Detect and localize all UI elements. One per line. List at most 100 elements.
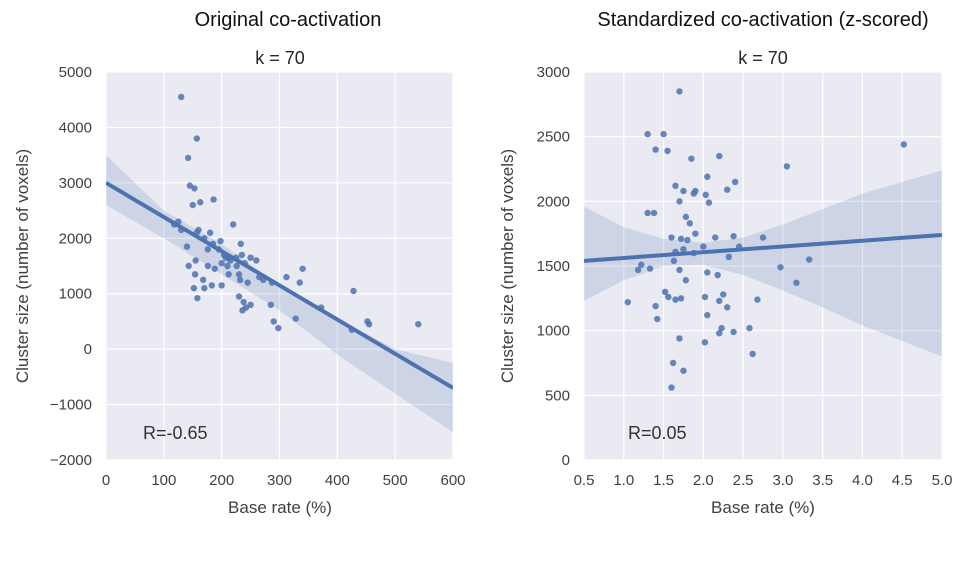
data-point (201, 284, 208, 292)
data-point (716, 152, 723, 160)
chart-right-y-tick-label: 0 (562, 452, 570, 469)
data-point (204, 246, 211, 253)
chart-left-x-tick-label: 300 (267, 472, 292, 489)
data-point (197, 199, 204, 206)
data-point (184, 154, 192, 162)
data-point (682, 277, 690, 284)
chart-right-y-tick-label: 1500 (537, 258, 570, 275)
data-point (805, 256, 813, 263)
data-point (716, 330, 723, 337)
data-point (660, 130, 667, 138)
chart-left-ylabel: Cluster size (number of voxels) (13, 149, 32, 383)
data-point (692, 187, 699, 195)
data-point (665, 293, 672, 301)
data-point (638, 261, 645, 268)
chart-left-x-tick-label: 100 (151, 472, 176, 489)
chart-left-suptitle: Original co-activation (195, 9, 382, 31)
data-point (714, 271, 721, 279)
data-point (210, 196, 217, 203)
chart-left-y-tick-label: −2000 (50, 452, 92, 469)
data-point (244, 279, 251, 286)
chart-left-x-tick-label: 400 (325, 472, 350, 489)
data-point (754, 296, 761, 303)
chart-left-x-tick-label: 0 (102, 472, 110, 489)
chart-right-ticks: 0.5 1.0 1.5 2.0 2.5 3.0 3.5 4.0 4.5 5.0 0 500 1000 15… (537, 64, 953, 489)
data-point (296, 279, 303, 286)
data-point (704, 311, 711, 319)
chart-right-suptitle: Standardized co-activation (z-scored) (597, 9, 928, 31)
data-point (676, 335, 683, 342)
chart-left-y-tick-label: 4000 (59, 119, 92, 136)
data-point (668, 234, 675, 241)
data-point (661, 288, 669, 296)
data-point (793, 279, 800, 287)
data-point (676, 88, 683, 95)
data-point (731, 178, 739, 186)
chart-left-x-tick-label: 500 (383, 472, 408, 489)
data-point (365, 321, 373, 328)
data-point (283, 273, 290, 281)
data-point (664, 147, 671, 155)
regression-line (106, 181, 453, 390)
data-point (677, 235, 685, 243)
chart-left: Original co-activation k = 70 0 100 200 300… (13, 9, 466, 517)
data-point (718, 324, 725, 332)
data-point (267, 301, 275, 308)
data-point (668, 384, 675, 391)
data-point (652, 302, 659, 310)
data-point (725, 253, 732, 261)
data-point (192, 257, 199, 264)
data-point (206, 229, 214, 236)
chart-right-x-tick-label: 0.5 (574, 472, 595, 489)
data-point (190, 284, 198, 292)
data-point (199, 276, 207, 284)
data-point (700, 243, 707, 250)
chart-right-r-annotation: R=0.05 (628, 423, 687, 443)
data-point (692, 230, 699, 237)
data-point (240, 298, 247, 306)
chart-right-x-tick-label: 5.0 (932, 472, 953, 489)
data-point (650, 209, 658, 217)
data-point (701, 293, 709, 301)
data-point (900, 141, 908, 148)
chart-right-y-tick-label: 3000 (537, 64, 570, 81)
data-point (646, 265, 654, 272)
data-point (186, 182, 194, 189)
data-point (680, 245, 687, 253)
chart-right-x-tick-label: 3.0 (772, 472, 793, 489)
chart-left-regression (106, 181, 453, 390)
chart-right-x-tick-label: 3.5 (812, 472, 833, 489)
chart-right-title: k = 70 (738, 48, 788, 68)
data-point (238, 251, 246, 259)
confidence-band (106, 155, 453, 433)
chart-left-x-tick-label: 600 (440, 472, 465, 489)
data-point (749, 350, 756, 358)
data-point (634, 266, 642, 274)
data-point (236, 276, 244, 284)
data-point (704, 173, 711, 180)
data-point (247, 254, 254, 261)
data-point (730, 328, 737, 336)
chart-left-title: k = 70 (255, 48, 305, 68)
data-point (680, 187, 687, 195)
chart-right-x-tick-label: 2.5 (733, 472, 754, 489)
data-point (253, 257, 260, 264)
data-point (235, 271, 243, 278)
data-point (680, 367, 687, 374)
chart-left-y-tick-label: 5000 (59, 64, 92, 81)
data-point (684, 236, 691, 244)
data-point (233, 262, 240, 270)
data-point (350, 287, 357, 295)
data-point (191, 271, 199, 278)
data-point (299, 265, 306, 272)
chart-left-y-tick-label: 1000 (59, 286, 92, 303)
regression-line (584, 232, 942, 263)
chart-right-points (624, 88, 908, 391)
chart-right-regression (584, 232, 942, 263)
chart-right-x-tick-label: 1.0 (613, 472, 634, 489)
data-point (724, 304, 731, 311)
data-point (230, 221, 237, 228)
data-point (688, 155, 695, 162)
data-point (672, 182, 679, 190)
